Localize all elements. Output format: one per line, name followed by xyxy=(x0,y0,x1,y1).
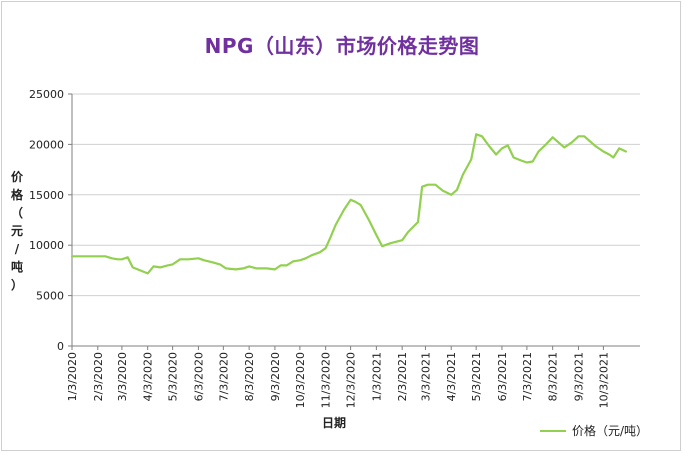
x-tick-label: 1/3/2021 xyxy=(370,352,383,401)
x-tick-label: 3/3/2021 xyxy=(419,352,432,401)
x-tick-label: 2/3/2020 xyxy=(92,352,105,401)
y-tick-label: 25000 xyxy=(29,88,64,101)
x-tick-label: 10/3/2020 xyxy=(294,352,307,408)
x-tick-label: 2/3/2021 xyxy=(396,352,409,401)
legend-swatch xyxy=(540,429,566,432)
x-tick-label: 7/3/2021 xyxy=(521,352,534,401)
x-axis-label: 日期 xyxy=(322,416,347,430)
x-tick-label: 5/3/2020 xyxy=(167,352,180,401)
legend-label: 价格（元/吨） xyxy=(572,424,649,438)
x-tick-label: 9/3/2020 xyxy=(269,352,282,401)
x-tick-label: 12/3/2020 xyxy=(345,352,358,408)
chart-title: NPG（山东）市场价格走势图 xyxy=(204,34,480,58)
series-line xyxy=(70,133,628,275)
y-tick-label: 20000 xyxy=(29,138,64,151)
y-tick-label: 10000 xyxy=(29,239,64,252)
x-tick-label: 3/3/2020 xyxy=(116,352,129,401)
x-tick-label: 5/3/2021 xyxy=(470,352,483,401)
x-tick-label: 4/3/2021 xyxy=(445,352,458,401)
x-tick-label: 1/3/2020 xyxy=(66,352,79,401)
x-tick-label: 6/3/2021 xyxy=(496,352,509,401)
x-tick-label: 8/3/2020 xyxy=(243,352,256,401)
y-tick-label: 0 xyxy=(57,340,64,353)
y-tick-label: 15000 xyxy=(29,189,64,202)
legend: 价格（元/吨） xyxy=(540,422,648,439)
y-axis-label: 价格（元 / 吨） xyxy=(10,170,23,292)
x-tick-label: 4/3/2020 xyxy=(142,352,155,401)
x-tick-label: 8/3/2021 xyxy=(547,352,560,401)
x-tick-label: 9/3/2021 xyxy=(572,352,585,401)
x-tick-label: 10/3/2021 xyxy=(597,352,610,408)
y-tick-label: 5000 xyxy=(36,290,64,303)
x-tick-label: 7/3/2020 xyxy=(217,352,230,401)
x-tick-label: 11/3/2020 xyxy=(320,352,333,408)
x-tick-label: 6/3/2020 xyxy=(192,352,205,401)
